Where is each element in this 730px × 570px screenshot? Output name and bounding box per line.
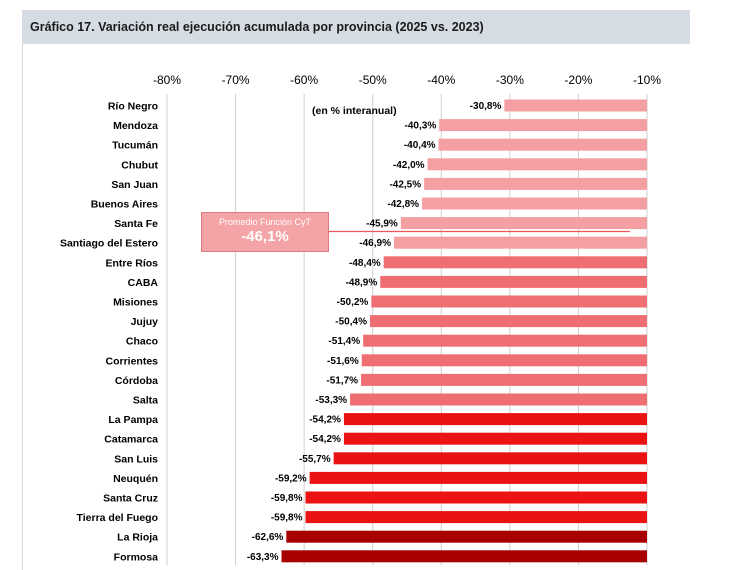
category-label: CABA: [128, 277, 159, 289]
bar: [383, 256, 647, 269]
bar: [343, 432, 647, 445]
x-tick-label: -40%: [427, 73, 455, 87]
x-axis-ticks: -80% -70% -60% -50% -40% -30% -20% -10%: [153, 73, 661, 87]
bar: [350, 393, 647, 406]
category-label: Corrientes: [105, 355, 158, 367]
data-label: -50,2%: [337, 297, 369, 308]
data-label: -51,7%: [326, 375, 358, 386]
grid-layer: [166, 94, 648, 565]
x-tick-label: -10%: [633, 73, 661, 87]
bar: [361, 354, 647, 367]
category-label: Río Negro: [108, 101, 158, 113]
bar: [400, 217, 647, 230]
bar: [305, 511, 647, 524]
bar: [286, 530, 647, 543]
chart-title: Gráfico 17. Variación real ejecución acu…: [30, 20, 484, 34]
data-label: -59,2%: [275, 473, 307, 484]
category-label: La Pampa: [108, 414, 158, 426]
bar: [439, 119, 647, 132]
data-label: -50,4%: [335, 317, 367, 328]
category-label: Buenos Aires: [91, 199, 158, 211]
category-label: Mendoza: [113, 120, 158, 132]
bar: [369, 315, 647, 328]
category-label: Santiago del Estero: [60, 238, 158, 250]
bar: [427, 158, 647, 171]
data-label: -42,5%: [389, 179, 421, 190]
data-label: -40,4%: [404, 140, 436, 151]
category-label: La Rioja: [117, 532, 158, 544]
data-label: -51,6%: [327, 356, 359, 367]
data-label: -54,2%: [309, 434, 341, 445]
data-label: -51,4%: [328, 336, 360, 347]
x-tick-label: -20%: [564, 73, 592, 87]
category-label: Tierra del Fuego: [77, 512, 159, 524]
data-label: -48,9%: [346, 277, 378, 288]
bar: [363, 334, 647, 347]
bar: [281, 550, 647, 563]
x-tick-label: -30%: [496, 73, 524, 87]
average-callout-label: Promedio Función CyT: [218, 217, 312, 227]
data-label: -54,2%: [309, 415, 341, 426]
x-tick-label: -80%: [153, 73, 181, 87]
data-label: -63,3%: [247, 552, 279, 563]
bar: [371, 295, 647, 308]
data-label: -53,3%: [315, 395, 347, 406]
bar: [393, 236, 647, 249]
category-label: Jujuy: [131, 316, 159, 328]
data-label: -42,8%: [387, 199, 419, 210]
data-label: -46,9%: [359, 238, 391, 249]
category-label: San Juan: [111, 179, 158, 191]
bars-layer: [281, 99, 647, 563]
units-note: (en % interanual): [312, 105, 397, 117]
data-label: -48,4%: [349, 258, 381, 269]
category-label: Santa Cruz: [103, 493, 158, 505]
bar: [438, 138, 647, 151]
bar: [309, 471, 647, 484]
x-tick-label: -50%: [359, 73, 387, 87]
title-bar: [22, 10, 690, 44]
data-label: -62,6%: [252, 532, 284, 543]
x-tick-label: -60%: [290, 73, 318, 87]
category-labels: Río Negro Mendoza Tucumán Chubut San Juan Bue…: [60, 101, 159, 564]
category-label: San Luis: [114, 453, 158, 465]
average-callout-value: -46,1%: [241, 228, 289, 245]
category-label: Chubut: [121, 159, 158, 171]
bar: [333, 452, 647, 465]
category-label: Formosa: [114, 551, 159, 563]
bar: [380, 275, 647, 288]
data-label: -30,8%: [470, 101, 502, 112]
data-label: -59,8%: [271, 513, 303, 524]
category-label: Tucumán: [112, 140, 158, 152]
category-label: Neuquén: [113, 473, 158, 485]
data-label: -45,9%: [366, 219, 398, 230]
data-label: -42,0%: [393, 160, 425, 171]
data-label: -59,8%: [271, 493, 303, 504]
bar: [305, 491, 647, 504]
data-label: -55,7%: [299, 454, 331, 465]
category-label: Córdoba: [115, 375, 158, 387]
bar: [424, 177, 647, 190]
category-label: Santa Fe: [114, 218, 158, 230]
category-label: Entre Ríos: [105, 257, 158, 269]
category-label: Misiones: [113, 297, 158, 309]
bar: [343, 413, 647, 426]
value-labels: -30,8% -40,3% -40,4% -42,0% -42,5% -42,8% -45,…: [247, 101, 502, 563]
category-label: Chaco: [126, 336, 158, 348]
category-label: Salta: [133, 395, 158, 407]
average-callout: Promedio Función CyT -46,1%: [201, 212, 329, 252]
data-label: -40,3%: [405, 121, 437, 132]
bar: [422, 197, 647, 210]
category-label: Catamarca: [104, 434, 158, 446]
x-tick-label: -70%: [222, 73, 250, 87]
bar: [361, 373, 647, 386]
bar: [504, 99, 647, 112]
